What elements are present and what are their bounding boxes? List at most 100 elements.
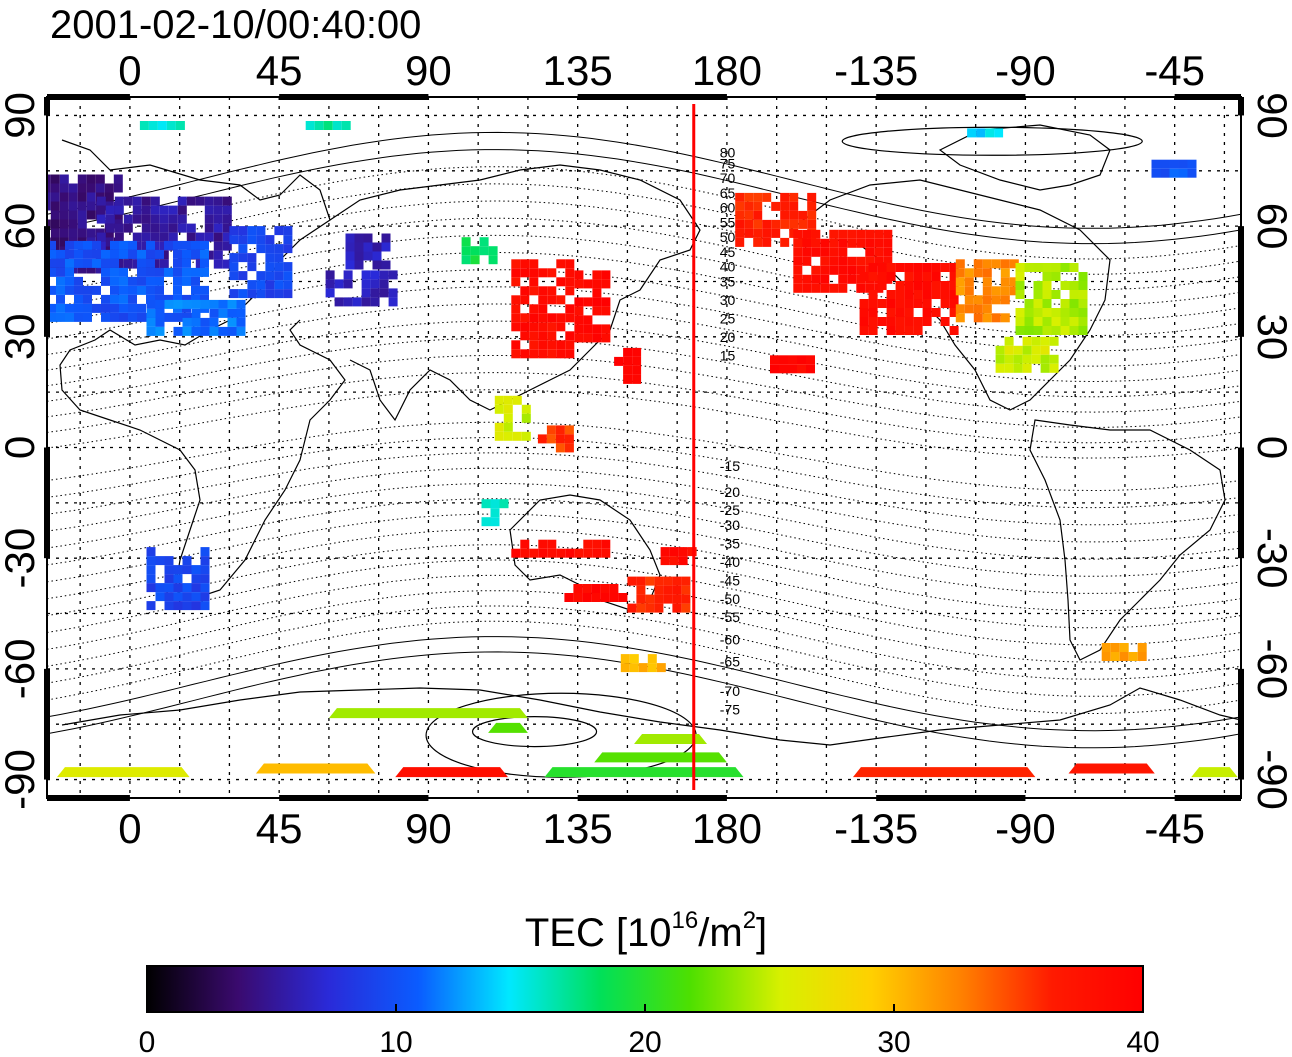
tec-cell (274, 289, 284, 299)
tec-cell (68, 210, 78, 220)
tec-cell (229, 289, 239, 299)
tec-cell (623, 347, 633, 357)
tec-cell (146, 574, 156, 584)
tec-cell (1078, 299, 1088, 308)
tec-cell (229, 235, 239, 245)
tec-cell (191, 285, 200, 295)
tec-cell (1033, 290, 1043, 299)
tec-cell (110, 240, 119, 250)
coast-europe-africa (59, 139, 346, 601)
tec-cell (164, 601, 174, 611)
tec-cell (1009, 277, 1019, 287)
tec-cell (636, 585, 646, 595)
tec-cell (110, 276, 119, 286)
tec-cell (865, 256, 875, 266)
tec-cell (105, 205, 115, 215)
contour-line (47, 303, 1241, 383)
tec-cell (104, 237, 114, 247)
tec-cell (583, 333, 593, 343)
tec-cell (573, 584, 583, 593)
lon-tick-top: -45 (1144, 47, 1205, 94)
tec-cell (521, 413, 531, 423)
tec-cell (128, 240, 137, 250)
tec-cell (200, 317, 210, 327)
tec-cell (632, 374, 642, 384)
tec-patch (995, 336, 1059, 373)
frame-bar-right (1238, 668, 1244, 780)
tec-patch (660, 547, 697, 566)
tec-cell (96, 196, 106, 206)
tec-cell (820, 265, 830, 275)
contour-label: -15 (720, 458, 740, 474)
tec-cell (859, 326, 869, 335)
contour-label: -40 (720, 554, 740, 570)
tec-cell (895, 281, 905, 290)
tec-cell (105, 223, 115, 233)
map-title: 2001-02-10/00:40:00 (50, 3, 421, 47)
tec-cell (50, 174, 60, 184)
tec-cell (955, 277, 965, 287)
tec-cell (191, 249, 200, 259)
tec-cell (583, 324, 593, 334)
contour-line (47, 286, 1241, 367)
tec-cell (556, 349, 566, 359)
tec-cell (182, 326, 192, 336)
tec-cell (238, 226, 248, 236)
contour-line (47, 590, 1241, 680)
tec-cell (811, 283, 821, 293)
tec-cell (547, 268, 557, 278)
tec-cell (200, 601, 210, 611)
tec-cell (838, 256, 848, 266)
tec-cell (744, 228, 754, 238)
tec-cell (922, 290, 932, 299)
coast-south-america (1029, 419, 1226, 661)
tec-cell (904, 317, 914, 326)
tec-cell (1160, 168, 1170, 178)
lat-tick-left: -90 (0, 749, 43, 810)
lon-tick-bottom: 0 (118, 805, 141, 852)
tec-cell (379, 288, 389, 298)
tec-cell (537, 434, 547, 444)
tec-cell (47, 285, 56, 295)
contour-label: -45 (720, 572, 740, 588)
tec-cell (538, 331, 548, 341)
tec-cell (555, 425, 565, 435)
frame-bar-top (47, 94, 130, 100)
tec-cell (146, 294, 155, 304)
tec-cell (820, 256, 830, 266)
tec-cell (372, 260, 382, 270)
tec-cell (964, 277, 974, 287)
tec-cell (829, 256, 839, 266)
tec-cell (341, 121, 351, 130)
tec-cell (256, 289, 266, 299)
lat-tick-left: 0 (0, 436, 43, 459)
tec-cell (663, 594, 673, 604)
tec-cell (503, 404, 513, 414)
tec-cell (529, 277, 539, 287)
latitude-tick-labels-left: 90 60 30 0 -30 -60 -90 (0, 92, 43, 810)
tec-cell (47, 201, 51, 211)
tec-cell (601, 539, 611, 549)
tec-cell (182, 267, 191, 277)
tec-cell (159, 232, 169, 242)
tec-cell (521, 404, 531, 414)
colorbar-tick-label: 30 (877, 1026, 910, 1057)
frame-bar-left (44, 447, 50, 559)
tec-cell (601, 297, 611, 307)
tec-cell (802, 283, 812, 293)
tec-cell (361, 270, 371, 280)
tec-cell (361, 279, 371, 289)
tec-cell (1033, 263, 1043, 272)
tec-cell (904, 290, 914, 299)
tec-cell (177, 196, 187, 206)
tec-cell (191, 267, 200, 277)
tec-cell (629, 654, 639, 664)
colorbar-tick-label: 10 (379, 1026, 412, 1057)
tec-cell (811, 247, 821, 257)
tec-cell (874, 229, 884, 239)
tec-patch (574, 270, 611, 343)
tec-cell (47, 240, 56, 250)
tec-cell (159, 205, 169, 215)
tec-cell (182, 240, 191, 250)
